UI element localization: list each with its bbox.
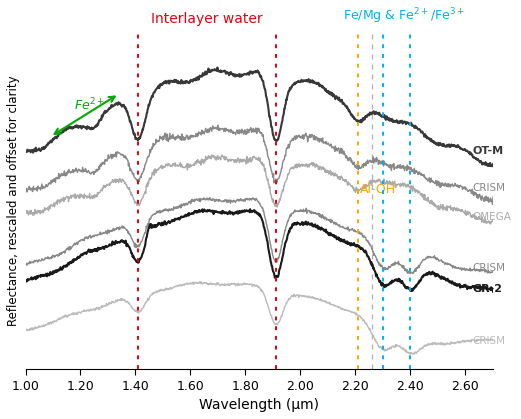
Text: GR-2: GR-2 xyxy=(473,284,502,294)
Text: OT-M: OT-M xyxy=(473,146,503,156)
Text: Fe$^{2+}$: Fe$^{2+}$ xyxy=(73,97,104,114)
Text: CRISM: CRISM xyxy=(473,336,505,347)
Text: OMEGA: OMEGA xyxy=(473,212,511,222)
Text: Al-OH: Al-OH xyxy=(359,183,396,196)
Text: Fe/Mg & Fe$^{2+}$/Fe$^{3+}$: Fe/Mg & Fe$^{2+}$/Fe$^{3+}$ xyxy=(343,7,465,26)
X-axis label: Wavelength (μm): Wavelength (μm) xyxy=(199,398,319,412)
Text: CRISM: CRISM xyxy=(473,263,505,273)
Text: CRISM: CRISM xyxy=(473,183,505,193)
Text: Interlayer water: Interlayer water xyxy=(151,12,263,26)
Y-axis label: Reflectance, rescaled and offset for clarity: Reflectance, rescaled and offset for cla… xyxy=(7,76,20,326)
